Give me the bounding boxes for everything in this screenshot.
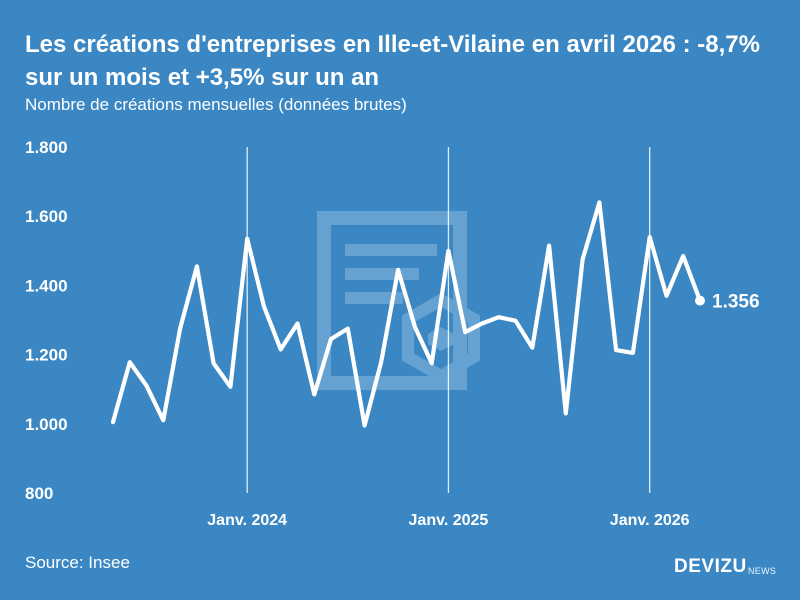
chart-subtitle: Nombre de créations mensuelles (données …: [25, 95, 407, 114]
source-label: Source: Insee: [25, 553, 130, 572]
x-tick-label: Janv. 2026: [610, 512, 690, 529]
x-tick-label: Janv. 2025: [409, 512, 489, 529]
y-tick-label: 1.200: [25, 346, 68, 365]
y-tick-label: 1.400: [25, 276, 68, 295]
y-tick-label: 800: [25, 484, 53, 503]
brand-logo: DEVIZU: [674, 556, 747, 577]
y-tick-label: 1.000: [25, 415, 68, 434]
chart-title: Les créations d'entreprises en Ille-et-V…: [25, 31, 760, 91]
x-tick-label: Janv. 2024: [207, 512, 287, 529]
y-tick-label: 1.800: [25, 138, 68, 157]
last-point-label: 1.356: [712, 292, 760, 313]
document-hexagon-logo-icon: [317, 211, 480, 390]
y-tick-label: 1.600: [25, 207, 68, 226]
series-line: [110, 200, 703, 428]
last-point-marker: [695, 295, 705, 306]
brand-logo-suffix: NEWS: [748, 566, 777, 576]
